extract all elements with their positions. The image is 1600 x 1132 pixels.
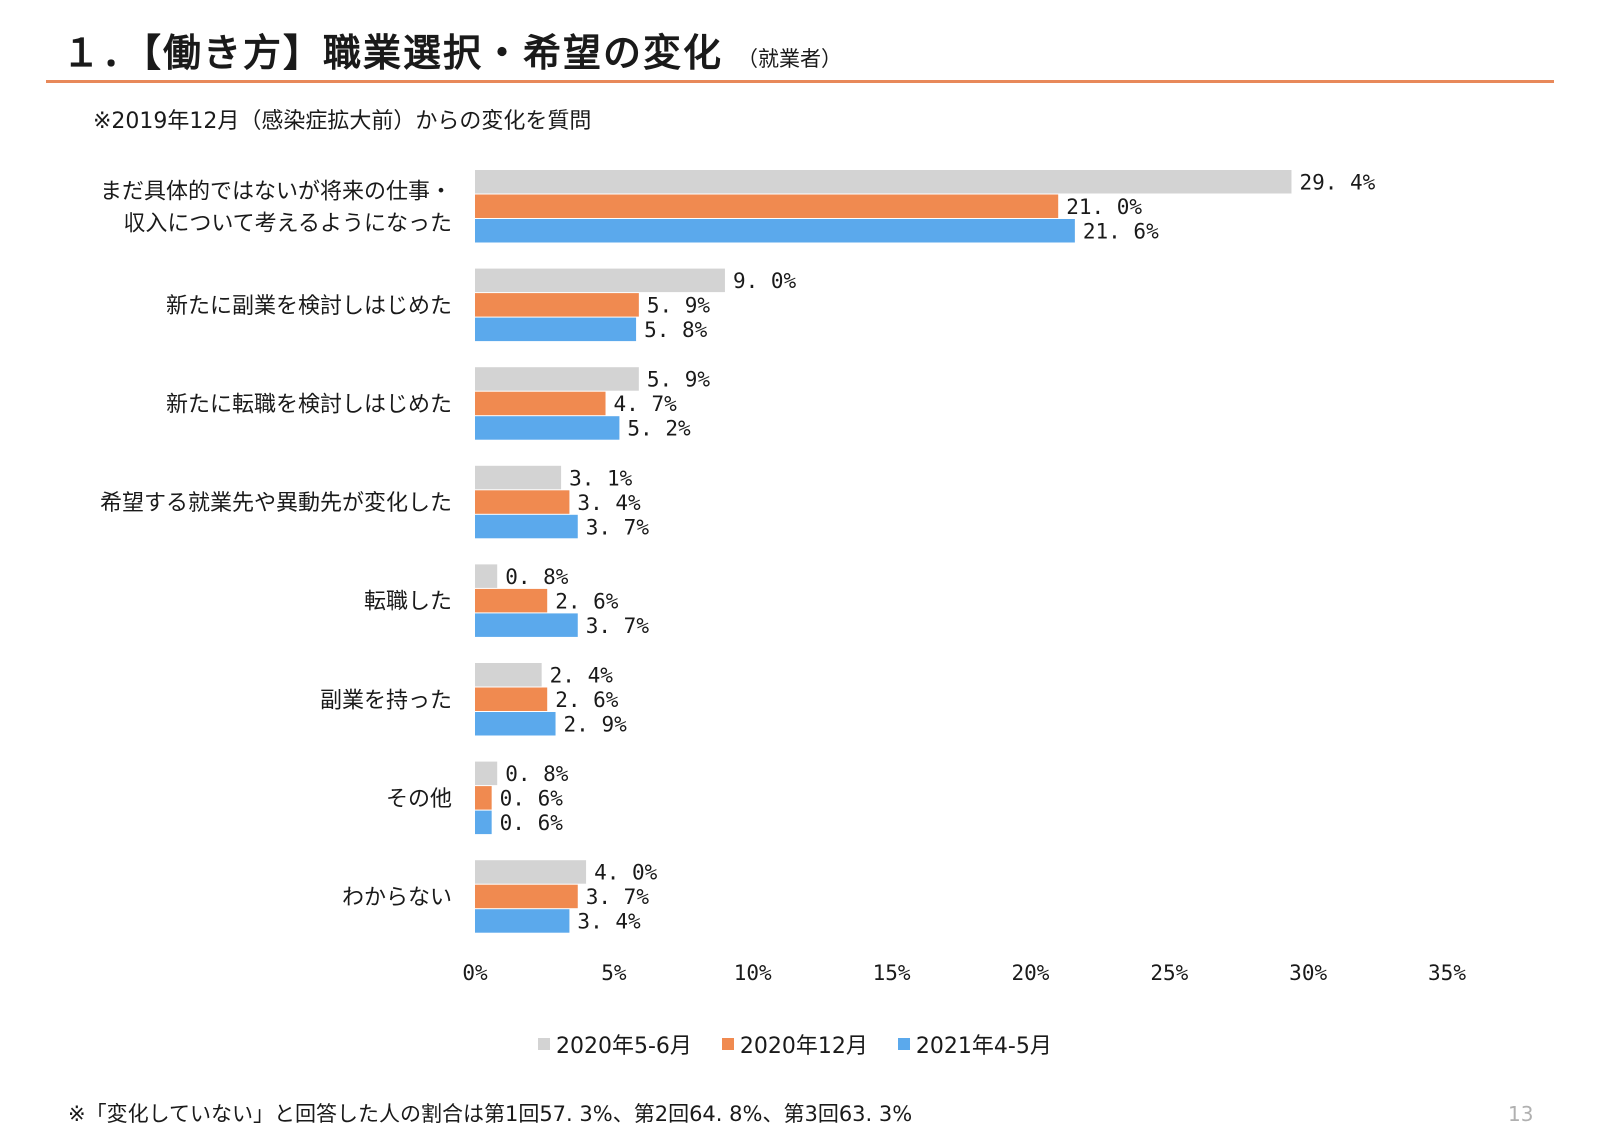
x-tick-label-3: 15% (873, 961, 911, 985)
bar-2-5 (475, 712, 556, 736)
survey-note: ※2019年12月（感染症拡大前）からの変化を質問 (93, 109, 592, 134)
category-label-5: 副業を持った (320, 688, 452, 713)
x-tick-label-4: 20% (1011, 961, 1049, 985)
category-label-7: わからない (342, 885, 452, 910)
bar-2-3 (475, 514, 578, 539)
chart-legend: 2020年5-6月 2020年12月 2021年4-5月 (538, 1028, 1052, 1060)
bar-0-6 (475, 761, 498, 786)
legend-label-0: 2020年5-6月 (556, 1034, 692, 1059)
value-label-2-5: 2. 9% (564, 713, 628, 737)
bar-1-0 (475, 194, 1059, 218)
footnote: ※「変化していない」と回答した人の割合は第1回57. 3%、第2回64. 8%、… (68, 1102, 913, 1126)
legend-swatch-0 (538, 1038, 550, 1050)
bar-1-1 (475, 293, 639, 317)
legend-item-2: 2021年4-5月 (897, 1028, 1052, 1060)
value-label-0-7: 4. 0% (594, 861, 658, 885)
legend-swatch-2 (897, 1038, 910, 1050)
value-label-0-3: 3. 1% (569, 466, 633, 490)
value-label-1-3: 3. 4% (577, 491, 641, 515)
value-label-2-3: 3. 7% (586, 515, 650, 539)
category-label-2: 新たに転職を検討しはじめた (166, 392, 452, 417)
bar-2-4 (475, 613, 578, 637)
bar-2-0 (475, 219, 1075, 243)
value-label-2-6: 0. 6% (500, 811, 564, 835)
legend-label-1: 2020年12月 (739, 1034, 868, 1059)
legend-item-0: 2020年5-6月 (538, 1028, 692, 1060)
category-label-1: 新たに副業を検討しはじめた (166, 294, 452, 319)
value-label-2-1: 5. 8% (644, 318, 708, 342)
bar-0-7 (475, 860, 587, 884)
value-label-2-4: 3. 7% (586, 614, 650, 638)
value-label-2-2: 5. 2% (627, 417, 691, 441)
bar-2-7 (475, 909, 570, 933)
bar-1-7 (475, 884, 578, 909)
value-label-0-2: 5. 9% (647, 368, 711, 392)
bar-0-4 (475, 564, 498, 588)
x-tick-label-2: 10% (734, 961, 772, 985)
category-label-4: 転職した (364, 590, 452, 615)
x-tick-label-1: 5% (601, 961, 627, 985)
value-label-0-1: 9. 0% (733, 269, 797, 293)
x-tick-label-7: 35% (1428, 961, 1466, 985)
x-tick-label-5: 25% (1150, 961, 1188, 985)
value-label-2-0: 21. 6% (1083, 220, 1159, 244)
bar-0-2 (475, 367, 639, 391)
bar-1-3 (475, 490, 570, 514)
value-label-0-5: 2. 4% (550, 664, 614, 688)
title-subtitle: （就業者） (737, 47, 843, 71)
category-label-3: 希望する就業先や異動先が変化した (100, 491, 452, 516)
bar-2-6 (475, 810, 492, 835)
title-divider (46, 80, 1554, 83)
value-label-1-0: 21. 0% (1066, 195, 1142, 219)
title-text: １．【働き方】職業選択・希望の変化 (62, 31, 724, 75)
value-label-0-6: 0. 8% (505, 762, 569, 786)
value-label-2-7: 3. 4% (577, 910, 641, 934)
bar-chart: まだ具体的ではないが将来の仕事・収入について考えるようになった 29. 4% 21.… (100, 170, 1466, 985)
category-label-6: その他 (386, 787, 452, 812)
value-label-1-1: 5. 9% (647, 294, 711, 318)
value-label-0-0: 29. 4% (1299, 171, 1375, 195)
page-number: 13 (1508, 1102, 1534, 1126)
bar-1-4 (475, 588, 548, 613)
bar-0-5 (475, 663, 542, 687)
bar-1-5 (475, 687, 548, 711)
x-tick-label-6: 30% (1289, 961, 1327, 985)
bar-1-2 (475, 391, 606, 416)
value-label-0-4: 0. 8% (505, 565, 569, 589)
value-label-1-5: 2. 6% (555, 688, 619, 712)
page-title: １．【働き方】職業選択・希望の変化 （就業者） (62, 22, 842, 77)
legend-item-1: 2020年12月 (721, 1028, 868, 1060)
category-label-0: まだ具体的ではないが将来の仕事・収入について考えるようになった (100, 179, 452, 236)
value-label-1-6: 0. 6% (500, 787, 564, 811)
value-label-1-2: 4. 7% (614, 392, 678, 416)
bar-2-1 (475, 317, 637, 342)
bar-0-1 (475, 268, 725, 293)
legend-swatch-1 (721, 1038, 734, 1050)
x-tick-label-0: 0% (462, 961, 488, 985)
value-label-1-4: 2. 6% (555, 589, 619, 613)
value-label-1-7: 3. 7% (586, 885, 650, 909)
bar-2-2 (475, 416, 620, 440)
bar-0-3 (475, 465, 562, 490)
bar-0-0 (475, 170, 1292, 194)
bar-1-6 (475, 786, 492, 810)
legend-label-2: 2021年4-5月 (915, 1034, 1052, 1059)
